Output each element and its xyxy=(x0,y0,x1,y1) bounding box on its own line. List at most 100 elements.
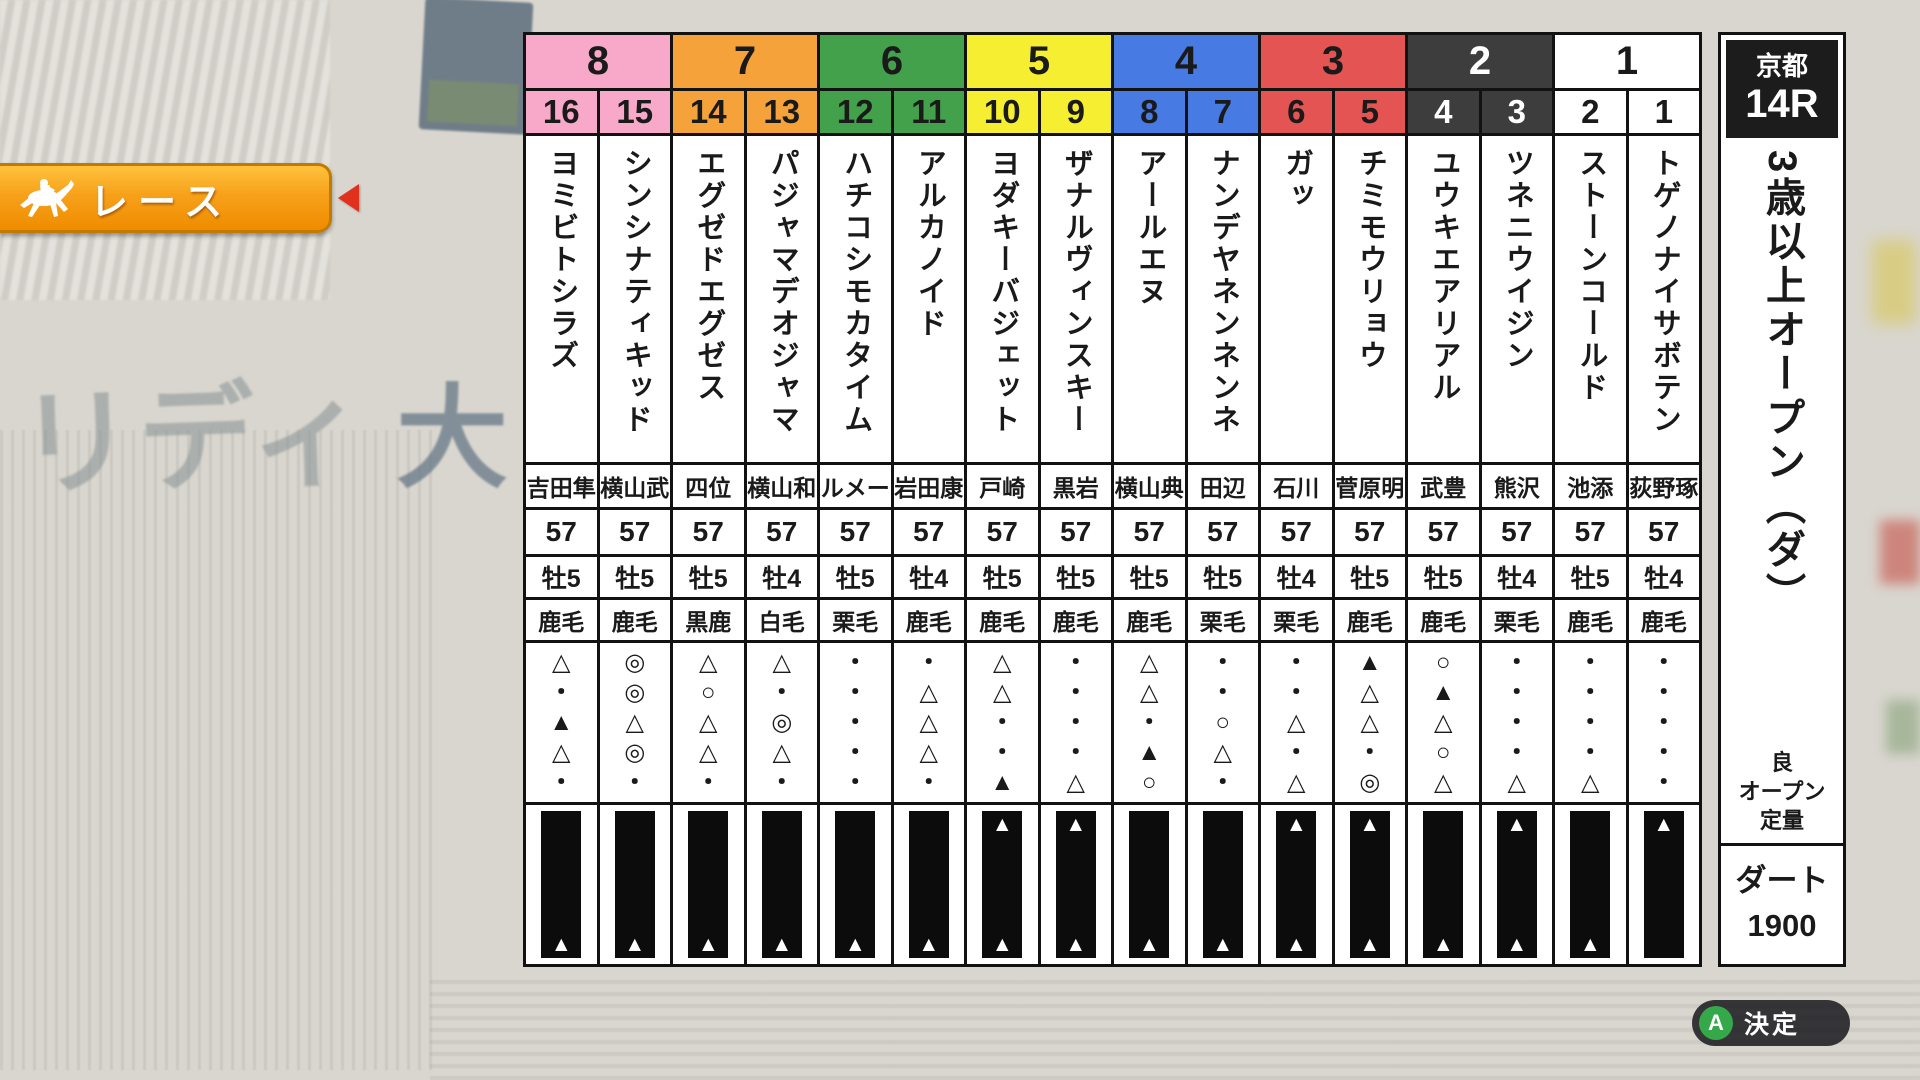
frame-header-5: 5 xyxy=(967,35,1111,88)
horse-2-jockey: 池添 xyxy=(1555,465,1626,507)
horse-13-prediction-marks: △ ・ ◎ △ ・ xyxy=(746,643,817,802)
horse-4-sex_age: 牡5 xyxy=(1408,557,1479,597)
horse-11-name: アルカノイド xyxy=(893,136,964,462)
horse-name-text: チミモウリョウ xyxy=(1354,148,1387,372)
horse-6-number: 6 xyxy=(1261,91,1332,133)
horse-jockey-icon xyxy=(14,171,76,226)
white-triangle-top-icon: ▲ xyxy=(1065,813,1087,836)
white-triangle-bottom-icon: ▲ xyxy=(1506,933,1528,956)
horse-3-form-bar: ▲ ▲ xyxy=(1481,805,1552,964)
horse-5-prediction-marks: ▲ △ △ ・ ◎ xyxy=(1334,643,1405,802)
horse-12-coat: 栗毛 xyxy=(820,600,891,640)
horse-11-weight: 57 xyxy=(893,510,964,554)
horse-4-prediction-marks: ○ ▲ △ ○ △ xyxy=(1408,643,1479,802)
left-arrow-icon[interactable] xyxy=(338,184,359,212)
horse-16-jockey: 吉田隼 xyxy=(526,465,597,507)
horse-16-number: 16 xyxy=(526,91,597,133)
form-bar: ▲ xyxy=(908,811,949,958)
prediction-mark: ○ xyxy=(1436,739,1451,766)
horse-7-name: ナンデヤネンネンネ xyxy=(1187,136,1258,462)
prediction-mark: △ xyxy=(552,739,571,766)
horse-2-prediction-marks: ・・・・ △ xyxy=(1555,643,1626,802)
horse-3-prediction-marks: ・・・・ △ xyxy=(1481,643,1552,802)
prediction-mark: ○ xyxy=(1142,769,1157,796)
prediction-mark: ・ xyxy=(1504,649,1529,676)
horse-12-sex_age: 牡5 xyxy=(820,557,891,597)
horse-3-coat: 栗毛 xyxy=(1481,600,1552,640)
race-info-panel: 京都 14R 3歳以上オープン（ダ） 良 オープン 定量 ダート 1900 xyxy=(1718,32,1846,967)
prediction-mark: ・ xyxy=(1284,649,1309,676)
horse-11-form-bar: ▲ xyxy=(893,805,964,964)
prediction-mark: ・ xyxy=(549,679,574,706)
surface-distance: ダート 1900 xyxy=(1721,843,1843,964)
background-newsprint-word: リディ xyxy=(16,367,373,511)
horse-2-weight: 57 xyxy=(1555,510,1626,554)
white-triangle-top-icon: ▲ xyxy=(1359,813,1381,836)
prediction-mark: △ xyxy=(993,679,1012,706)
horse-11-prediction-marks: ・ △ △ △ ・ xyxy=(893,643,964,802)
horse-16-sex_age: 牡5 xyxy=(526,557,597,597)
horse-13-sex_age: 牡4 xyxy=(746,557,817,597)
horse-12-weight: 57 xyxy=(820,510,891,554)
horse-13-name: パジャマデオジャマ xyxy=(746,136,817,462)
prediction-mark: ・ xyxy=(1210,769,1235,796)
prediction-mark: △ xyxy=(919,679,938,706)
horse-7-sex_age: 牡5 xyxy=(1187,557,1258,597)
race-name: 3歳以上オープン（ダ） xyxy=(1760,150,1804,617)
horse-16-weight: 57 xyxy=(526,510,597,554)
horse-10-form-bar: ▲ ▲ xyxy=(967,805,1038,964)
prediction-mark: ・ xyxy=(843,709,868,736)
prediction-mark: △ xyxy=(1287,769,1306,796)
form-bar: ▲ xyxy=(614,811,655,958)
white-triangle-bottom-icon: ▲ xyxy=(1359,933,1381,956)
horse-7-prediction-marks: ・・ ○ △ ・ xyxy=(1187,643,1258,802)
horse-name-text: ナンデヤネンネンネ xyxy=(1207,148,1240,436)
horse-name-text: パジャマデオジャマ xyxy=(766,148,799,436)
race-card-table: 8 7 6 5 4 3 2 1 16 15 14 13 12 11 10 9 8 7 6 5 4 3 2 1 ヨミビトシラズ シン… xyxy=(523,32,1702,967)
horse-name-text: トゲノナイサボテン xyxy=(1648,148,1681,436)
confirm-button[interactable]: A 決定 xyxy=(1692,1000,1850,1046)
horse-8-prediction-marks: △ △ ・ ▲ ○ xyxy=(1114,643,1185,802)
horse-1-jockey: 荻野琢 xyxy=(1628,465,1699,507)
prediction-mark: ・ xyxy=(916,769,941,796)
white-triangle-bottom-icon: ▲ xyxy=(624,933,646,956)
horse-5-coat: 鹿毛 xyxy=(1334,600,1405,640)
horse-9-prediction-marks: ・・・・ △ xyxy=(1040,643,1111,802)
horse-13-form-bar: ▲ xyxy=(746,805,817,964)
horse-14-prediction-marks: △ ○ △ △ ・ xyxy=(673,643,744,802)
distance: 1900 xyxy=(1747,908,1817,944)
horse-11-coat: 鹿毛 xyxy=(893,600,964,640)
prediction-mark: ◎ xyxy=(624,739,646,766)
horse-14-number: 14 xyxy=(673,91,744,133)
frame-header-2: 2 xyxy=(1408,35,1552,88)
white-triangle-bottom-icon: ▲ xyxy=(1579,933,1601,956)
horse-4-number: 4 xyxy=(1408,91,1479,133)
horse-4-coat: 鹿毛 xyxy=(1408,600,1479,640)
prediction-mark: ・ xyxy=(1210,649,1235,676)
horse-name-text: ツネニウイジン xyxy=(1501,148,1534,372)
prediction-mark: ・ xyxy=(1284,679,1309,706)
prediction-mark: ○ xyxy=(1436,649,1451,676)
background-newsprint-word: 大 xyxy=(396,376,508,501)
prediction-mark: △ xyxy=(699,739,718,766)
race-banner: レース xyxy=(0,163,332,233)
prediction-mark: ・ xyxy=(549,769,574,796)
prediction-mark: △ xyxy=(1213,739,1232,766)
horse-name-text: ストーンコールド xyxy=(1574,148,1607,404)
venue-race-number: 京都 14R xyxy=(1726,40,1838,138)
white-triangle-bottom-icon: ▲ xyxy=(1285,933,1307,956)
horse-3-weight: 57 xyxy=(1481,510,1552,554)
horse-name-text: ハチコシモカタイム xyxy=(839,148,872,436)
white-triangle-top-icon: ▲ xyxy=(1285,813,1307,836)
background-ink-smudge xyxy=(1886,700,1920,754)
horse-10-jockey: 戸崎 xyxy=(967,465,1038,507)
prediction-mark: ・ xyxy=(1504,739,1529,766)
horse-7-number: 7 xyxy=(1187,91,1258,133)
horse-7-coat: 栗毛 xyxy=(1187,600,1258,640)
prediction-mark: ・ xyxy=(1137,709,1162,736)
prediction-mark: △ xyxy=(699,649,718,676)
horse-5-name: チミモウリョウ xyxy=(1334,136,1405,462)
horse-6-sex_age: 牡4 xyxy=(1261,557,1332,597)
horse-12-form-bar: ▲ xyxy=(820,805,891,964)
prediction-mark: ・ xyxy=(1210,679,1235,706)
